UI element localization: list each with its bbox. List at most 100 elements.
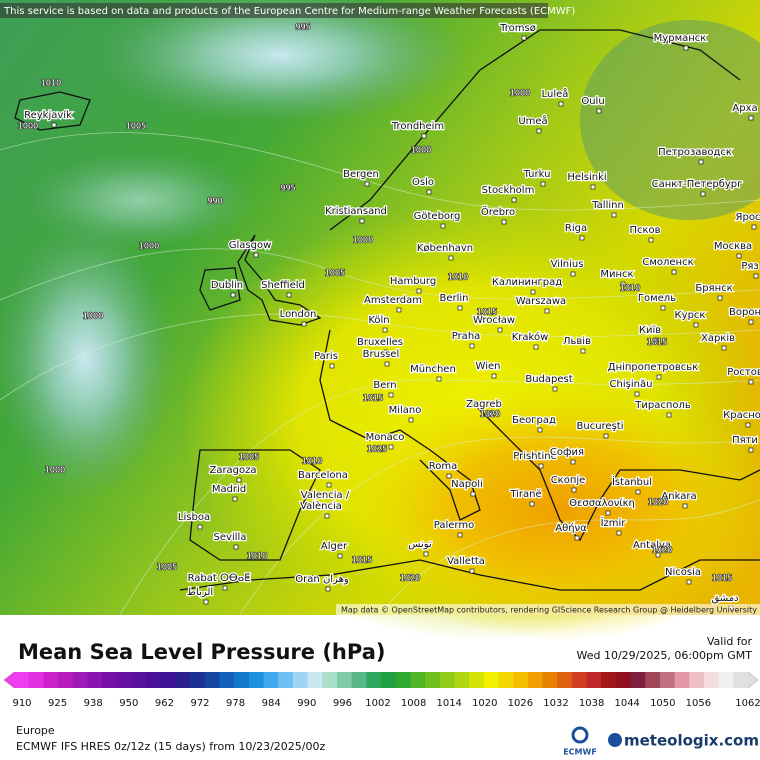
city-marker: [580, 348, 586, 354]
city-marker: [693, 322, 699, 328]
city-label: Kraków: [512, 331, 549, 343]
pressure-field: [0, 220, 175, 500]
colorbar-swatch: [131, 672, 147, 688]
city-marker: [745, 422, 751, 428]
city-marker: [671, 269, 677, 275]
colorbar-swatch: [659, 672, 675, 688]
attribution-bg: [336, 604, 760, 615]
colorbar-swatch: [733, 672, 749, 688]
city-label: Θεσσαλονίκη: [569, 497, 635, 509]
city-marker: [682, 503, 688, 509]
city-marker: [501, 219, 507, 225]
legend-title: Mean Sea Level Pressure (hPa): [18, 640, 385, 664]
city-marker: [634, 391, 640, 397]
isobar-label: 1000: [411, 146, 431, 155]
map: Tromsø Мурманск Reykjavík Luleå Oulu Арха Umeå…: [0, 0, 760, 640]
colorbar-swatch: [43, 672, 59, 688]
city-label: Москва: [714, 241, 752, 252]
city-label: Lisboa: [178, 512, 210, 523]
city-marker: [558, 101, 564, 107]
city-marker: [571, 487, 577, 493]
colorbar-swatch: [425, 672, 441, 688]
city-label: Београд: [512, 415, 556, 426]
colorbar-swatch: [527, 672, 543, 688]
city-marker: [721, 345, 727, 351]
city-marker: [603, 433, 609, 439]
city-marker: [230, 292, 236, 298]
city-marker: [325, 586, 331, 592]
colorbar-tick-label: 1056: [686, 698, 711, 709]
city-label: Praha: [452, 331, 481, 342]
city-marker: [383, 349, 389, 355]
disclaimer-bg: [0, 3, 548, 18]
city-label: Oran وهران: [295, 574, 349, 585]
city-label: Bergen: [343, 169, 379, 180]
ecmwf-logo: ECMWF: [563, 748, 597, 757]
isobar-label: 1005: [325, 269, 345, 278]
isobar-label: 1015: [477, 308, 497, 317]
city-label: Tallinn: [591, 200, 624, 211]
city-label: Luleå: [542, 87, 569, 100]
isobars: [0, 132, 760, 616]
isobar-label: 1010: [302, 457, 322, 466]
isobar-label: 990: [207, 197, 222, 206]
isobar-label: 1020: [480, 410, 500, 419]
city-marker: [698, 159, 704, 165]
city-label: Berlin: [439, 293, 468, 304]
city-marker: [329, 363, 335, 369]
city-marker: [533, 344, 539, 350]
city-marker: [511, 197, 517, 203]
city-marker: [611, 212, 617, 218]
city-marker: [423, 551, 429, 557]
city-marker: [301, 321, 307, 327]
city-label: London: [280, 309, 317, 320]
isobar-label: 1000: [18, 122, 38, 131]
city-marker: [426, 189, 432, 195]
colorbar-swatch: [454, 672, 470, 688]
city-label: Trondheim: [391, 121, 444, 132]
city-marker: [666, 412, 672, 418]
city-label: Ankara: [661, 491, 696, 502]
city-label: Prishtinë: [513, 451, 556, 462]
colorbar-swatch: [366, 672, 382, 688]
city-label: Valletta: [447, 556, 485, 567]
city-marker: [416, 288, 422, 294]
colorbar-swatch: [248, 672, 264, 688]
city-label: Петрозаводск: [658, 147, 732, 158]
isobar-label: 995: [295, 23, 310, 32]
city-label: الرباط: [187, 587, 213, 598]
city-label: تونس: [408, 539, 432, 550]
city-marker: [530, 289, 536, 295]
colorbar-swatch: [395, 672, 411, 688]
isobar-label: 1000: [83, 312, 103, 321]
colorbar-swatch: [219, 672, 235, 688]
isobar-label: 1015: [363, 394, 383, 403]
city-label: Ростов: [727, 367, 760, 378]
city-marker: [408, 417, 414, 423]
city-label: Rabat ⵔⴱⴰⵟ: [188, 573, 251, 584]
colorbar-swatch: [615, 672, 631, 688]
city-label: Budapest: [525, 374, 572, 385]
colorbar-tick-label: 978: [226, 698, 245, 709]
city-label: Zagreb: [466, 399, 502, 410]
city-marker: [448, 255, 454, 261]
isobar-label: 1010: [620, 284, 640, 293]
city-label: Калининград: [492, 277, 562, 288]
city-label: Bruxelles: [357, 337, 403, 348]
city-marker: [736, 253, 742, 259]
colorbar-tick-label: 1050: [650, 698, 675, 709]
colorbar-swatch: [439, 672, 455, 688]
colorbar-swatch: [557, 672, 573, 688]
city-marker: [470, 491, 476, 497]
city-label: Napoli: [451, 479, 483, 490]
colorbar-swatch: [322, 672, 338, 688]
valid-time: Wed 10/29/2025, 06:00pm GMT: [576, 649, 752, 662]
isobar-label: 995: [280, 184, 295, 193]
city-marker: [222, 585, 228, 591]
city-label: München: [410, 364, 456, 375]
city-label: Monaco: [366, 432, 405, 443]
city-label: Göteborg: [414, 211, 461, 222]
city-marker: [748, 379, 754, 385]
city-marker: [236, 477, 242, 483]
city-marker: [457, 305, 463, 311]
